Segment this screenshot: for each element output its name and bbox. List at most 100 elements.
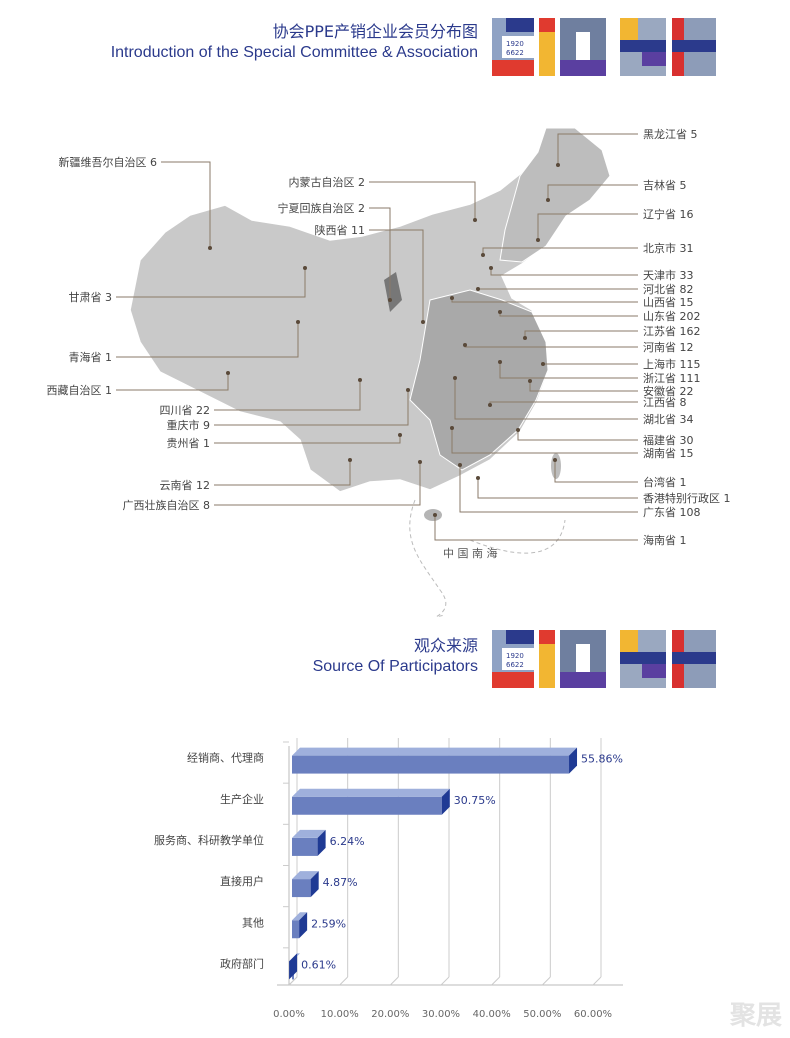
leader-line xyxy=(116,373,229,391)
map-title-en: Introduction of the Special Committee & … xyxy=(110,44,478,61)
province-label: 陕西省 11 xyxy=(315,223,366,237)
leader-line xyxy=(529,381,638,392)
leader-line xyxy=(537,213,638,240)
location-dot xyxy=(546,198,550,202)
province-label: 广西壮族自治区 8 xyxy=(123,498,211,512)
category-label: 其他 xyxy=(242,916,264,929)
location-dot xyxy=(528,379,532,383)
location-dot xyxy=(450,426,454,430)
leader-line xyxy=(214,390,409,426)
x-tick-label: 40.00% xyxy=(473,1009,511,1020)
value-label: 30.75% xyxy=(454,794,496,807)
province-label: 台湾省 1 xyxy=(643,475,687,489)
province-label: 西藏自治区 1 xyxy=(47,383,113,397)
province-label: 广东省 108 xyxy=(643,506,701,519)
location-dot xyxy=(226,371,230,375)
bar-front xyxy=(292,879,311,898)
bar-top xyxy=(292,871,319,880)
grid-floor-line xyxy=(592,976,602,986)
leader-line xyxy=(214,380,361,411)
category-label: 生产企业 xyxy=(220,792,264,806)
location-dot xyxy=(208,246,212,250)
leader-line xyxy=(557,133,638,165)
participants-bar-chart: 0.00% 10.00% 20.00% 30.00% 40.00% 50.00% 60.00… xyxy=(154,738,623,1020)
bar-front xyxy=(292,837,318,856)
province-label: 安徽省 22 xyxy=(643,384,694,398)
logo-block xyxy=(539,630,555,644)
location-dot xyxy=(523,336,527,340)
province-label: 湖北省 34 xyxy=(643,413,694,426)
logo-block xyxy=(492,60,534,76)
location-dot xyxy=(450,296,454,300)
province-label: 辽宁省 16 xyxy=(643,207,694,221)
logo-block xyxy=(560,60,606,76)
province-label: 重庆市 9 xyxy=(167,418,211,432)
location-dot xyxy=(476,287,480,291)
location-dot xyxy=(296,320,300,324)
bar-top xyxy=(292,912,308,921)
location-dot xyxy=(541,362,545,366)
bar-top xyxy=(292,788,450,797)
leader-line xyxy=(490,268,638,276)
bar-front xyxy=(292,796,442,815)
grid-floor-line xyxy=(541,976,551,986)
location-dot xyxy=(473,218,477,222)
bar-side xyxy=(310,871,319,898)
province-label: 上海市 115 xyxy=(643,357,701,371)
location-dot xyxy=(481,253,485,257)
china-map: 中 国 南 海 新疆维吾尔自治区 6 内蒙古自治区 2 宁夏回族自治区 2 陕西省 1… xyxy=(47,127,731,618)
logo-block xyxy=(576,644,590,672)
logo-block xyxy=(506,18,534,32)
taiwan xyxy=(551,453,561,479)
leader-line xyxy=(214,460,351,486)
value-label: 4.87% xyxy=(323,876,358,889)
leader-line xyxy=(116,322,299,358)
logo-block xyxy=(620,652,666,664)
bar-front xyxy=(292,755,570,774)
value-label: 6.24% xyxy=(330,835,365,848)
logo-block xyxy=(506,630,534,644)
leader-line xyxy=(517,430,638,441)
participants-title-en: Source Of Participators xyxy=(312,658,478,675)
category-label: 服务商、科研教学单位 xyxy=(154,833,264,847)
province-label: 福建省 30 xyxy=(643,433,694,447)
ningxia xyxy=(384,272,402,312)
grid-floor-line xyxy=(339,976,349,986)
location-dot xyxy=(488,403,492,407)
location-dot xyxy=(348,458,352,462)
leader-line xyxy=(499,362,638,379)
leader-line xyxy=(214,435,401,444)
province-label: 甘肃省 3 xyxy=(69,291,113,304)
province-label: 北京市 31 xyxy=(643,241,694,255)
location-dot xyxy=(498,310,502,314)
northeast-provinces xyxy=(499,127,611,263)
x-tick-label: 50.00% xyxy=(523,1009,561,1020)
province-label: 青海省 1 xyxy=(69,350,113,364)
province-label: 香港特别行政区 1 xyxy=(643,491,731,505)
bar-side xyxy=(441,788,450,815)
location-dot xyxy=(358,378,362,382)
sea-label: 中 国 南 海 xyxy=(443,546,498,560)
bar-front xyxy=(292,920,300,939)
location-dot xyxy=(476,476,480,480)
logo-block xyxy=(620,630,638,652)
logo-years: 6622 xyxy=(506,661,524,669)
map-title-block: 协会PPE产销企业会员分布图 Introduction of the Speci… xyxy=(111,22,478,64)
x-tick-label: 20.00% xyxy=(371,1009,409,1020)
logo-block xyxy=(539,18,555,32)
logo-block xyxy=(492,672,534,688)
province-label: 黑龙江省 5 xyxy=(643,128,698,141)
province-label: 宁夏回族自治区 2 xyxy=(278,201,366,215)
grid-floor-line xyxy=(389,976,399,986)
province-label: 河北省 82 xyxy=(643,283,694,296)
value-label: 55.86% xyxy=(581,753,623,766)
location-dot xyxy=(498,360,502,364)
value-label: 2.59% xyxy=(311,917,346,930)
province-label: 江苏省 162 xyxy=(643,325,701,338)
logo-block xyxy=(620,18,638,40)
logo-block xyxy=(502,36,534,58)
province-label: 山西省 15 xyxy=(643,296,694,309)
leader-line xyxy=(369,181,476,220)
logo-block xyxy=(672,40,716,52)
